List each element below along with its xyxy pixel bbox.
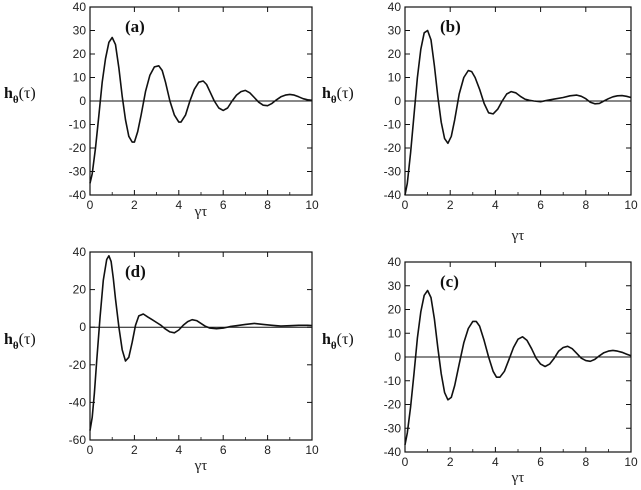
panel-label: (d): [125, 262, 146, 281]
y-tick-label: -60: [69, 433, 87, 447]
x-tick-label: 6: [537, 455, 544, 469]
y-tick-label: -30: [69, 165, 87, 179]
y-tick-label: 0: [394, 94, 401, 108]
panel-label: (c): [440, 272, 459, 291]
x-axis-label: γτ: [511, 228, 525, 244]
y-tick-label: 20: [73, 47, 87, 61]
series-line: [89, 255, 313, 431]
y-axis-label: hθ(τ): [322, 331, 354, 352]
x-tick-label: 2: [131, 443, 138, 457]
y-tick-label: -20: [69, 141, 87, 155]
y-tick-label: -20: [384, 141, 402, 155]
y-tick-label: 10: [73, 71, 87, 85]
x-tick-label: 8: [582, 455, 589, 469]
panel-0: 0 2 4 6 8 10 -40 -30 -20 -10 0 10 20 30 40 (a) hθ(τ) γτ: [4, 0, 319, 220]
panel-1: 0 2 4 6 8 10 -40 -30 -20 -10 0 10 20 30 40 (b) hθ(τ) γτ: [322, 0, 638, 244]
y-tick-label: 20: [388, 303, 402, 317]
x-tick-label: 0: [402, 455, 409, 469]
y-tick-label: -30: [384, 165, 402, 179]
y-tick-label: 10: [388, 326, 402, 340]
y-tick-label: -10: [69, 118, 87, 132]
y-axis-label: hθ(τ): [4, 85, 36, 106]
x-tick-label: 6: [220, 198, 227, 212]
series-line: [89, 36, 313, 184]
y-tick-label: 40: [388, 0, 402, 14]
x-tick-label: 8: [264, 443, 271, 457]
y-tick-label: 40: [73, 245, 87, 259]
panel-2: 0 2 4 6 8 10 -60 -40 -20 0 20 40 (d) hθ(τ) γτ: [4, 245, 319, 474]
x-tick-label: 2: [131, 198, 138, 212]
x-tick-label: 0: [87, 443, 94, 457]
panel-label: (a): [125, 17, 145, 36]
x-tick-label: 6: [537, 198, 544, 212]
y-tick-label: -40: [384, 188, 402, 202]
y-axis-label: hθ(τ): [4, 331, 36, 352]
x-axis-label: γτ: [194, 458, 208, 474]
y-tick-label: -20: [384, 398, 402, 412]
y-tick-label: -20: [69, 358, 87, 372]
x-tick-label: 10: [624, 198, 638, 212]
y-tick-label: 0: [79, 320, 86, 334]
y-tick-label: -40: [384, 445, 402, 459]
y-tick-label: 20: [73, 283, 87, 297]
y-tick-label: 10: [388, 71, 402, 85]
x-tick-label: 10: [305, 443, 319, 457]
x-axis-label: γτ: [194, 204, 208, 220]
y-axis-label: hθ(τ): [322, 85, 354, 106]
y-tick-label: -10: [384, 118, 402, 132]
x-tick-label: 8: [264, 198, 271, 212]
panel-label: (b): [440, 17, 461, 36]
series-line: [404, 29, 632, 196]
x-tick-label: 4: [492, 198, 499, 212]
x-tick-label: 6: [220, 443, 227, 457]
y-tick-label: 30: [73, 24, 87, 38]
x-tick-label: 10: [305, 198, 319, 212]
x-tick-label: 0: [87, 198, 94, 212]
x-axis-label: γτ: [511, 470, 525, 486]
y-tick-label: 40: [73, 0, 87, 14]
y-tick-label: -10: [384, 374, 402, 388]
y-tick-label: 0: [394, 350, 401, 364]
panel-3: 0 2 4 6 8 10 -40 -30 -20 -10 0 10 20 30 40 (c) hθ(τ) γτ: [322, 255, 638, 486]
x-tick-label: 4: [175, 443, 182, 457]
y-tick-label: 0: [79, 94, 86, 108]
y-tick-label: -40: [69, 395, 87, 409]
y-tick-label: 30: [388, 24, 402, 38]
y-tick-label: 30: [388, 279, 402, 293]
x-tick-label: 10: [624, 455, 638, 469]
x-tick-label: 4: [175, 198, 182, 212]
x-tick-label: 2: [447, 455, 454, 469]
series-line: [404, 289, 632, 446]
plot-frame: [89, 251, 313, 441]
y-tick-label: 40: [388, 255, 402, 269]
y-tick-label: -30: [384, 421, 402, 435]
y-tick-label: -40: [69, 188, 87, 202]
x-tick-label: 8: [582, 198, 589, 212]
x-tick-label: 4: [492, 455, 499, 469]
x-tick-label: 0: [402, 198, 409, 212]
y-tick-label: 20: [388, 47, 402, 61]
x-tick-label: 2: [447, 198, 454, 212]
